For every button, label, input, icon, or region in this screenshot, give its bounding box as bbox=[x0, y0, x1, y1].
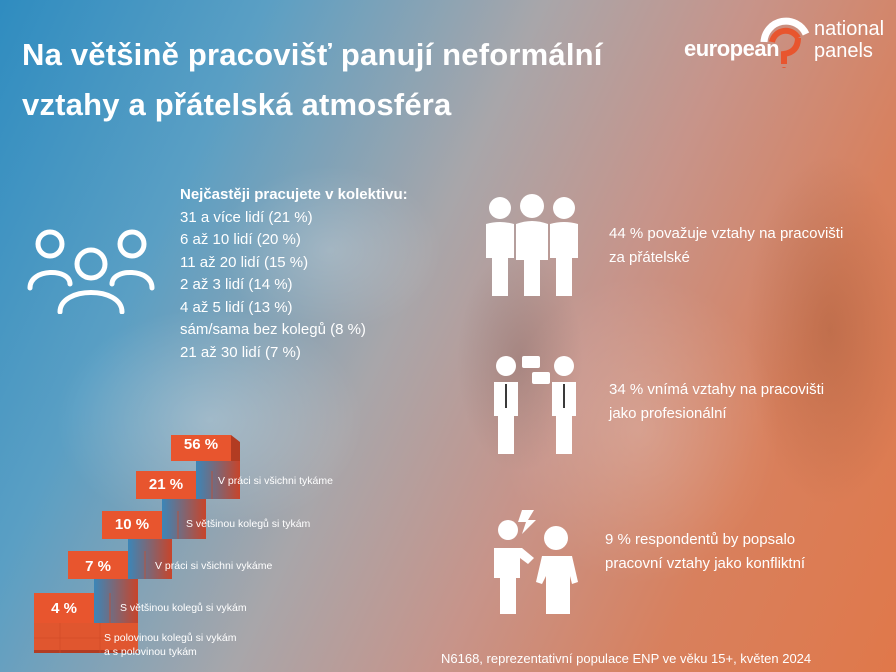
collective-item: 6 až 10 lidí (20 %) bbox=[180, 231, 301, 248]
stair-value: 4 % bbox=[51, 600, 77, 617]
stair-step-2 bbox=[136, 471, 196, 499]
stat-friendly-line2: za přátelské bbox=[609, 249, 690, 266]
stat-professional: 34 % vnímá vztahy na pracovišti jako pro… bbox=[609, 378, 824, 426]
source-note: N6168, reprezentativní populace ENP ve v… bbox=[441, 651, 812, 666]
logo-word-european: european bbox=[684, 36, 780, 61]
stair-step-1 bbox=[171, 435, 231, 461]
collective-list: Nejčastěji pracujete v kolektivu: 31 a v… bbox=[180, 184, 408, 364]
stair-step-3 bbox=[102, 511, 162, 539]
logo-word-panels: panels bbox=[814, 40, 873, 62]
stair-label: S většinou kolegů si tykám bbox=[186, 518, 311, 530]
logo-word-national: national bbox=[814, 18, 885, 40]
stair-label: V práci si všichni vykáme bbox=[155, 560, 273, 572]
stair-label-line1: S polovinou kolegů si vykám bbox=[104, 632, 237, 644]
collective-item: 31 a více lidí (21 %) bbox=[180, 208, 313, 226]
collective-item: 4 až 5 lidí (13 %) bbox=[180, 298, 293, 316]
collective-item: sám/sama bez kolegů (8 %) bbox=[180, 321, 366, 338]
brand-logo: european national panels bbox=[684, 8, 884, 78]
stair-step-5 bbox=[34, 593, 94, 623]
stat-professional-line1: 34 % vnímá vztahy na pracovišti bbox=[609, 381, 825, 398]
stat-conflict-line1: 9 % respondentů by popsalo bbox=[605, 531, 796, 548]
stair-value: 56 % bbox=[183, 436, 219, 453]
stair-step-4 bbox=[68, 551, 128, 579]
business-talk-icon bbox=[494, 356, 576, 454]
stair-value: 10 % bbox=[114, 516, 150, 533]
collective-item: 11 až 20 lidí (15 %) bbox=[180, 253, 309, 271]
conflict-icon bbox=[494, 510, 578, 614]
stat-professional-line2: jako profesionální bbox=[609, 405, 727, 422]
stat-conflict: 9 % respondentů by popsalo pracovní vzta… bbox=[605, 528, 805, 576]
stat-friendly-line1: 44 % považuje vztahy na pracovišti bbox=[609, 225, 844, 242]
friends-group-icon bbox=[486, 194, 578, 296]
stair-value: 7 % bbox=[85, 558, 111, 575]
stair-label-line2: a s polovinou tykám bbox=[104, 646, 197, 658]
people-group-icon bbox=[27, 229, 155, 314]
stair-label: S polovinou kolegů si vykám a s polovino… bbox=[104, 631, 237, 659]
stat-friendly: 44 % považuje vztahy na pracovišti za př… bbox=[609, 222, 843, 270]
logo-mark-icon bbox=[760, 17, 810, 68]
stair-label: S většinou kolegů si vykám bbox=[120, 602, 247, 614]
stat-conflict-line2: pracovní vztahy jako konfliktní bbox=[605, 555, 806, 572]
page-title: Na většině pracovišť panují neformální v… bbox=[22, 37, 603, 122]
stair-label: V práci si všichni tykáme bbox=[218, 475, 333, 487]
collective-item: 2 až 3 lidí (14 %) bbox=[180, 276, 293, 293]
collective-item: 21 až 30 lidí (7 %) bbox=[180, 343, 301, 361]
stair-value: 21 % bbox=[148, 476, 184, 493]
collective-heading: Nejčastěji pracujete v kolektivu: bbox=[180, 186, 408, 203]
